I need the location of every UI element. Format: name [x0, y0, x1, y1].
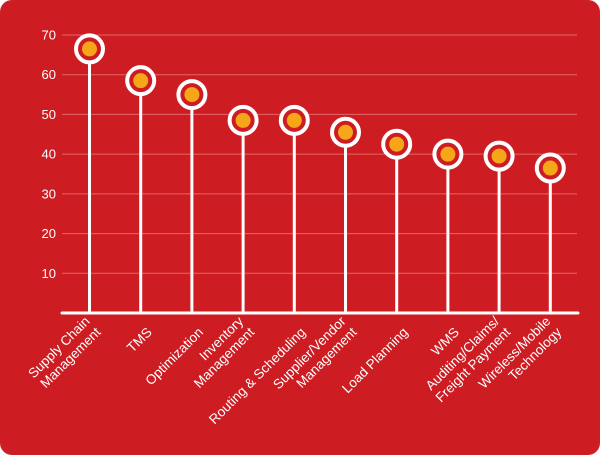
marker-layer [74, 33, 566, 184]
marker-dot [491, 148, 507, 164]
data-point-marker [125, 65, 157, 97]
y-tick-label: 70 [42, 28, 56, 43]
marker-dot [235, 112, 251, 128]
axis-layer: 10 20 30 40 50 60 70 [42, 28, 580, 315]
x-category-label: TMS [124, 325, 155, 356]
x-category-label-line: TMS [124, 325, 155, 356]
marker-dot [184, 87, 200, 103]
stem-layer [88, 58, 552, 313]
data-point-marker [432, 138, 464, 170]
marker-dot [133, 73, 149, 89]
data-point-marker [278, 104, 310, 136]
label-layer: Supply ChainManagement TMSOptimizationInv… [25, 313, 564, 427]
marker-dot [338, 124, 353, 140]
y-tick-label: 60 [42, 67, 56, 82]
y-tick-label: 40 [42, 147, 56, 162]
data-point-marker [227, 104, 259, 136]
data-point-marker [74, 33, 105, 65]
data-point-marker [176, 79, 208, 111]
marker-dot [389, 136, 405, 152]
x-category-label: Supply ChainManagement [25, 313, 104, 392]
y-tick-label: 30 [42, 186, 56, 201]
marker-dot [542, 160, 558, 176]
data-point-marker [534, 152, 566, 184]
data-point-marker [330, 116, 361, 148]
y-tick-label: 50 [42, 107, 56, 122]
y-tick-label: 20 [42, 226, 56, 241]
marker-dot [286, 112, 302, 128]
marker-dot [440, 146, 456, 162]
data-point-marker [483, 140, 515, 172]
y-tick-label: 10 [42, 266, 56, 281]
marker-dot [82, 41, 97, 57]
data-point-marker [381, 128, 413, 160]
